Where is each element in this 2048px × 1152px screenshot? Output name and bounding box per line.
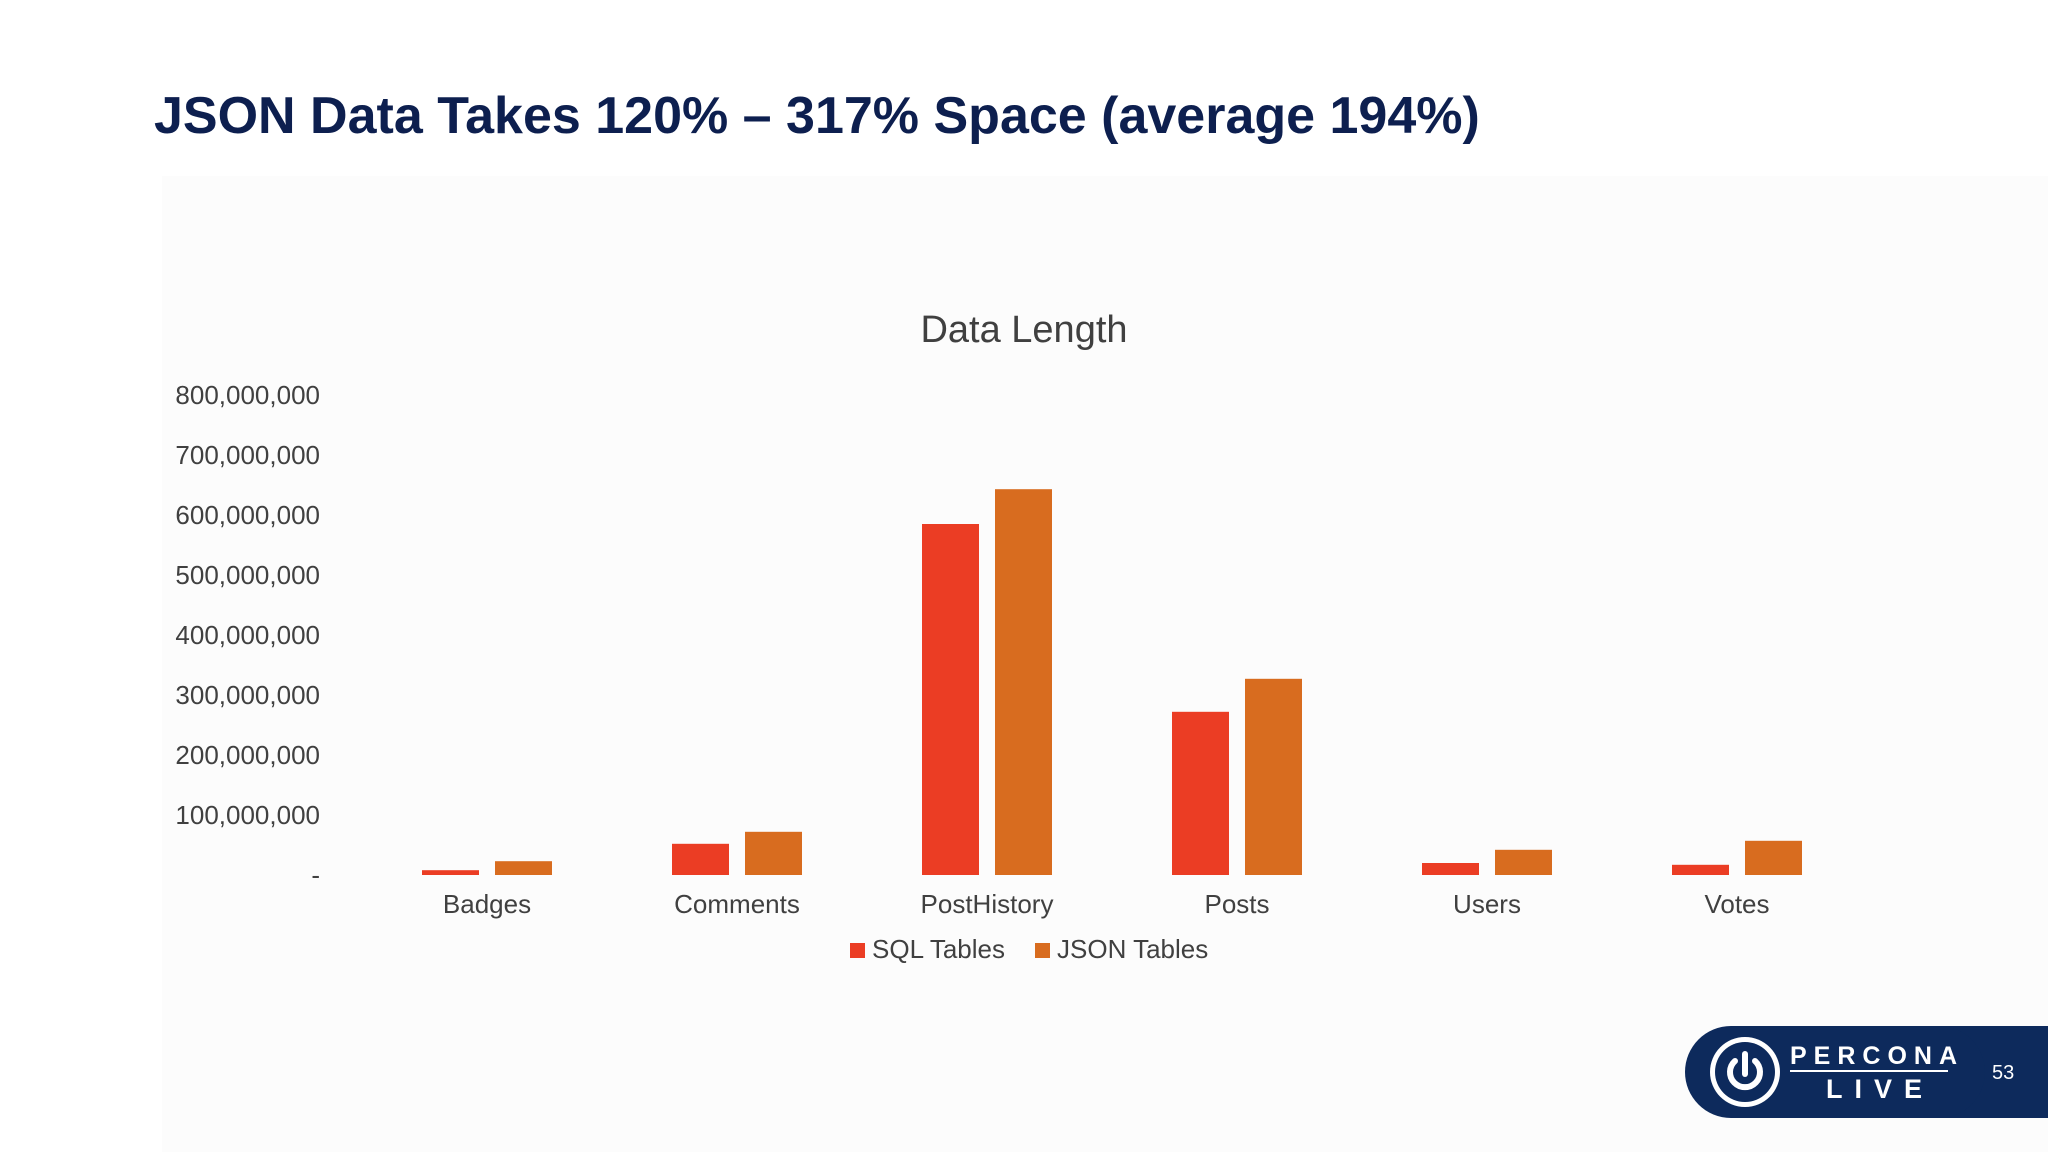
legend-swatch-sql <box>850 943 865 958</box>
y-tick-label: - <box>311 860 320 890</box>
legend-label-sql: SQL Tables <box>872 934 1005 964</box>
x-tick-label: Votes <box>1704 889 1769 919</box>
x-tick-label: Comments <box>674 889 800 919</box>
x-tick-label: Users <box>1453 889 1521 919</box>
bar-sql-votes <box>1672 864 1729 875</box>
power-icon <box>1710 1037 1780 1107</box>
bar-json-votes <box>1745 840 1802 875</box>
y-tick-label: 600,000,000 <box>175 500 320 530</box>
bar-sql-comments <box>672 843 729 875</box>
logo-text-live: LIVE <box>1826 1074 1935 1104</box>
legend-swatch-json <box>1035 943 1050 958</box>
bar-sql-badges <box>422 870 479 875</box>
x-tick-label: PostHistory <box>921 889 1054 919</box>
page-number: 53 <box>1992 1062 2015 1084</box>
x-tick-label: Posts <box>1204 889 1269 919</box>
y-tick-label: 700,000,000 <box>175 440 320 470</box>
bar-chart: Data Length - 100,000,000 200,000,000 300,00… <box>175 309 1802 964</box>
logo-divider <box>1790 1070 1948 1072</box>
bar-json-users <box>1495 849 1552 875</box>
legend-label-json: JSON Tables <box>1057 934 1208 964</box>
bar-sql-posts <box>1172 711 1229 875</box>
y-tick-label: 400,000,000 <box>175 620 320 650</box>
y-tick-label: 100,000,000 <box>175 800 320 830</box>
bar-sql-users <box>1422 863 1479 875</box>
bar-json-posthistory <box>995 489 1052 875</box>
y-tick-label: 200,000,000 <box>175 740 320 770</box>
bar-json-badges <box>495 861 552 875</box>
y-tick-label: 300,000,000 <box>175 680 320 710</box>
chart-title: Data Length <box>920 309 1127 351</box>
bar-json-posts <box>1245 678 1302 875</box>
y-tick-label: 800,000,000 <box>175 380 320 410</box>
slide-title: JSON Data Takes 120% – 317% Space (avera… <box>154 87 1480 145</box>
logo-text-percona: PERCONA <box>1790 1042 1965 1070</box>
x-tick-label: Badges <box>443 889 531 919</box>
bar-json-comments <box>745 831 802 875</box>
chart-area: Data Length - 100,000,000 200,000,000 300,00… <box>162 176 2048 1152</box>
bar-sql-posthistory <box>922 524 979 875</box>
y-tick-label: 500,000,000 <box>175 560 320 590</box>
